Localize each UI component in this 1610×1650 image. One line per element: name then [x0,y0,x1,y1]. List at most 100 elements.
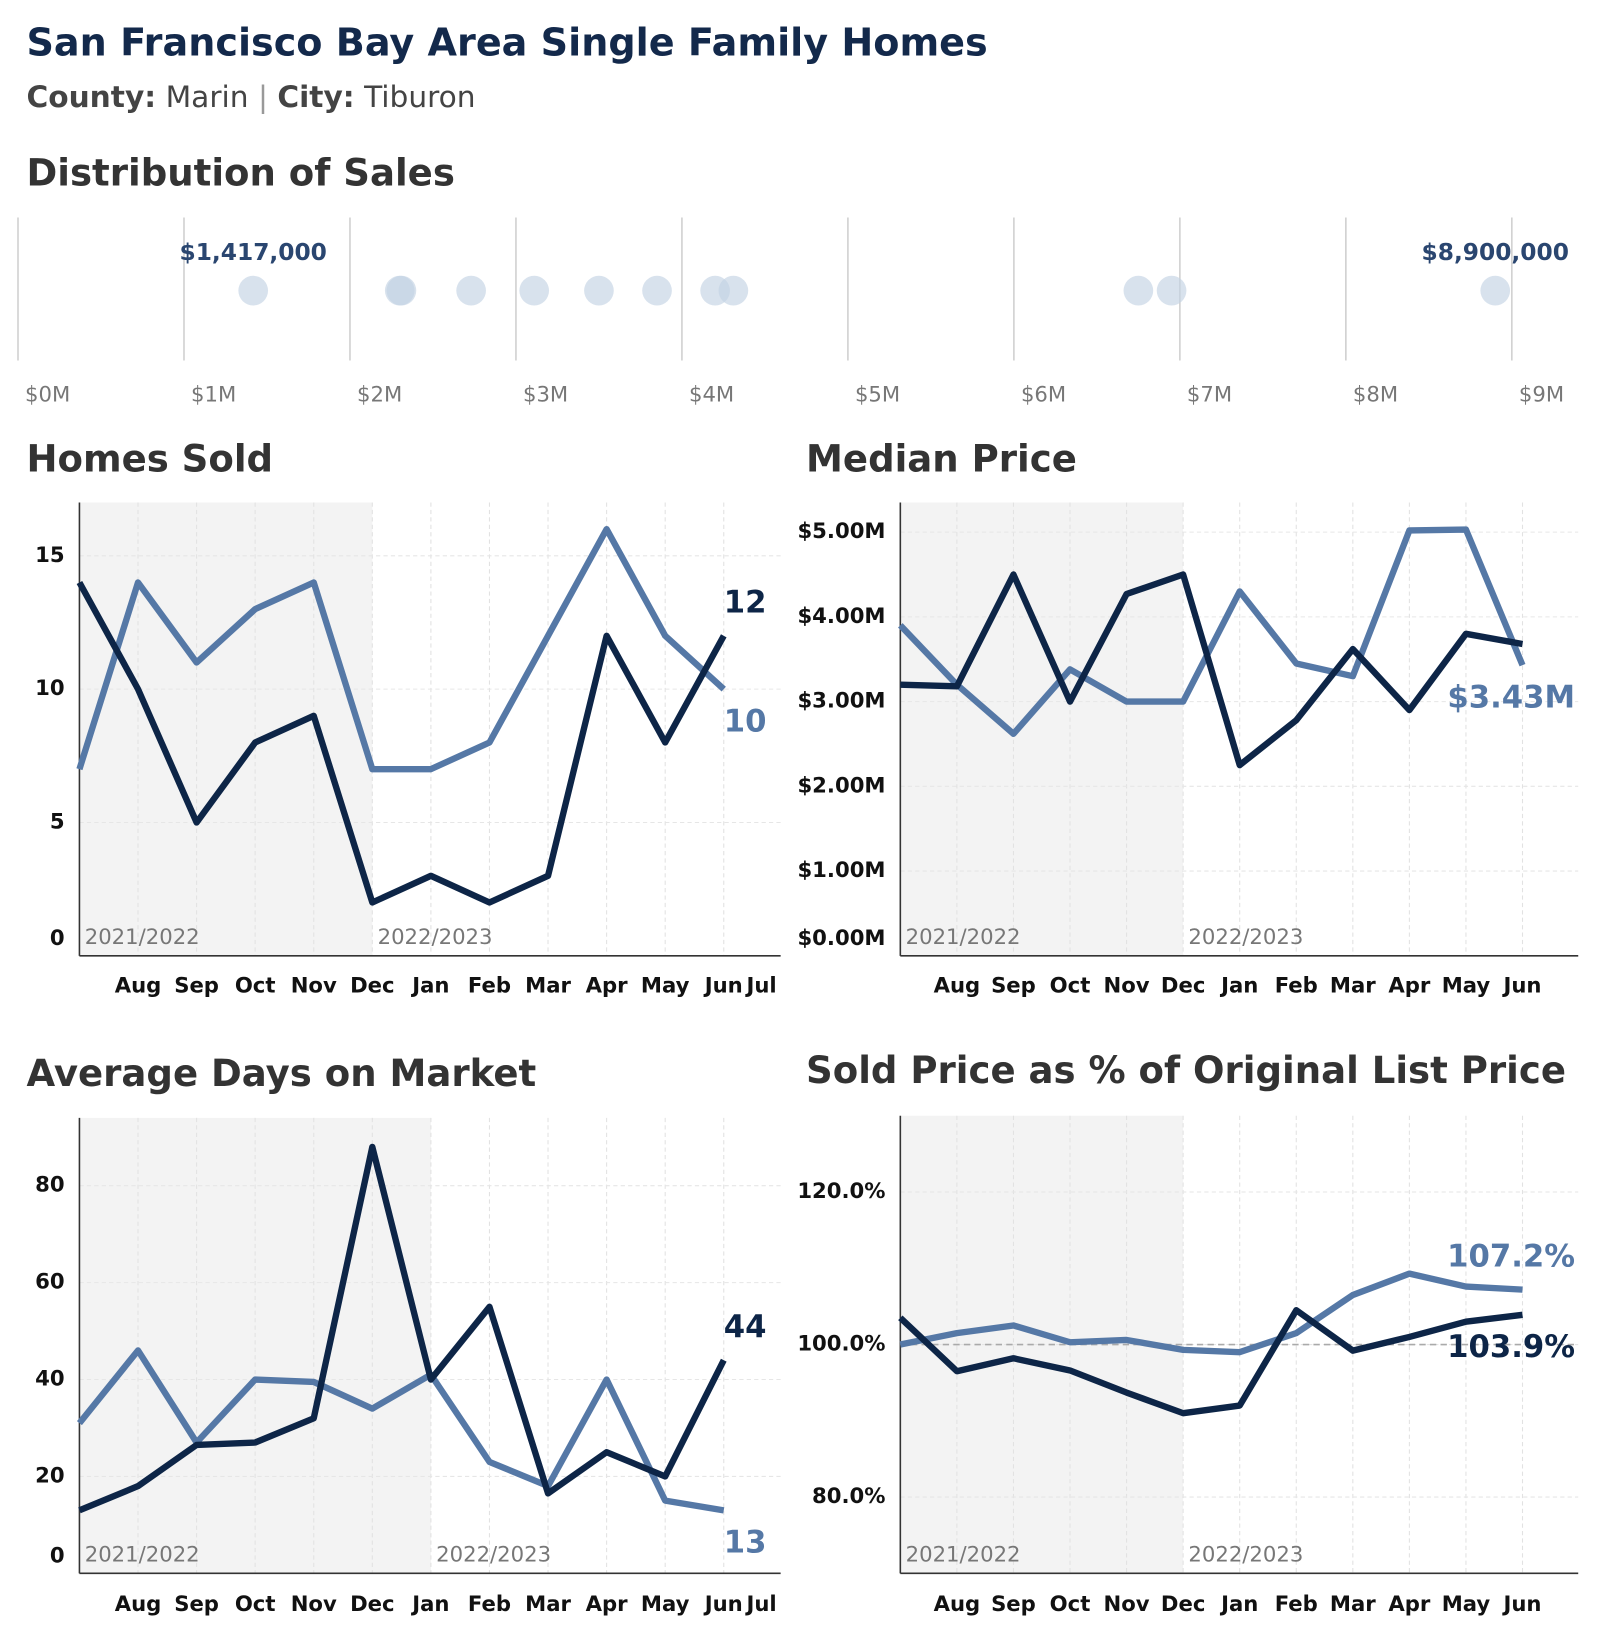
x-tick-label: Sep [174,1591,219,1616]
end-label: 103.9% [1447,1329,1575,1365]
y-tick-label: 0 [50,925,65,950]
end-label: $3.43M [1447,680,1575,716]
separator: | [258,78,277,114]
x-tick-label: $2M [357,381,402,406]
x-tick-label: Apr [1388,973,1431,998]
x-tick-label: Mar [525,973,571,998]
y-tick-label: 10 [35,675,64,700]
x-tick-label: Dec [350,1591,394,1616]
x-tick-label: $9M [1519,381,1564,406]
x-tick-label: Aug [115,1591,162,1616]
page-title: San Francisco Bay Area Single Family Hom… [26,20,987,64]
period-label: 2022/2023 [436,1541,551,1566]
sale-dot [238,275,269,306]
value-label: $8,900,000 [1422,239,1569,266]
period-shade [900,502,1184,956]
y-tick-label: 60 [35,1269,64,1294]
value-label: $1,417,000 [180,239,327,266]
y-tick-label: 5 [50,808,65,833]
period-label: 2022/2023 [1188,924,1303,949]
city-label: City: [277,78,354,113]
y-tick-label: $2.00M [797,772,885,797]
sale-dot [718,275,749,306]
y-tick-label: 0 [50,1542,65,1567]
end-label: 44 [724,1309,767,1345]
x-tick-label: Jan [410,1591,449,1616]
end-label: 10 [724,704,767,740]
x-tick-label: Jun [1501,1591,1541,1616]
x-tick-label: Dec [1161,973,1205,998]
y-tick-label: 100.0% [797,1331,885,1356]
x-tick-label: $6M [1021,381,1066,406]
sale-dot [642,275,672,306]
x-tick-label: Aug [115,973,162,998]
sale-dot [386,275,417,306]
period-label: 2021/2022 [85,1541,200,1566]
series-line [898,526,1526,737]
x-tick-label: Aug [934,1591,981,1616]
x-tick-label: Sep [991,973,1036,998]
y-tick-label: 40 [35,1366,64,1391]
city: Tiburon [363,78,476,113]
series-line [76,525,726,773]
x-tick-label: $5M [855,381,900,406]
series-line [900,571,1524,769]
y-tick-label: $5.00M [797,518,885,543]
x-tick-label: May [1442,973,1491,998]
y-tick-label: $0.00M [797,925,885,950]
series-line [76,1347,725,1514]
sale-dot [584,275,614,306]
end-label: 107.2% [1447,1238,1575,1274]
end-label: 12 [724,585,767,621]
x-tick-label: Apr [586,973,629,998]
county-label: County: [26,78,156,113]
x-tick-label: Dec [350,973,394,998]
y-tick-label: 20 [35,1462,64,1487]
period-label: 2021/2022 [906,1541,1021,1566]
x-tick-label: Sep [174,973,219,998]
x-tick-label: Jun [703,1591,743,1616]
x-tick-label: Mar [525,1591,571,1616]
x-tick-label: $1M [191,381,236,406]
county: Marin [166,78,249,113]
sale-dot [1480,275,1511,306]
sale-dot [1156,275,1187,306]
y-tick-label: 15 [35,542,64,567]
x-tick-label: May [641,1591,690,1616]
x-tick-label: Feb [1275,1591,1318,1616]
x-tick-label: Feb [468,1591,511,1616]
series-line [898,1307,1523,1417]
x-tick-label: Apr [586,1591,629,1616]
x-tick-label: Nov [291,973,337,998]
y-tick-label: $1.00M [797,857,885,882]
x-tick-label: Dec [1161,1591,1205,1616]
x-tick-label: Jan [1219,973,1258,998]
x-tick-label: Oct [1050,1591,1091,1616]
y-tick-label: $3.00M [797,688,885,713]
period-label: 2021/2022 [906,924,1021,949]
x-tick-label: Oct [235,1591,276,1616]
x-tick-label: Nov [1104,973,1150,998]
x-tick-label: Jan [1219,1591,1258,1616]
end-label: 13 [724,1525,767,1561]
chart-title: Sold Price as % of Original List Price [806,1049,1566,1092]
x-tick-label: $3M [523,381,568,406]
x-tick-label: Oct [235,973,276,998]
x-tick-label: Nov [1104,1591,1150,1616]
x-tick-label: Mar [1330,973,1376,998]
x-tick-label: Feb [468,973,511,998]
x-tick-label: Aug [934,973,981,998]
y-tick-label: $4.00M [797,603,885,628]
period-label: 2022/2023 [1188,1541,1303,1566]
x-tick-label: May [641,973,690,998]
chart-title: Average Days on Market [26,1052,536,1095]
x-tick-label: Jun [703,973,743,998]
sale-dot [519,275,550,306]
period-label: 2022/2023 [378,924,493,949]
x-tick-label: Jul [744,1591,776,1616]
y-tick-label: 80 [35,1172,64,1197]
sale-dot [456,275,486,306]
x-tick-label: Sep [991,1591,1036,1616]
x-tick-label: Oct [1050,973,1091,998]
